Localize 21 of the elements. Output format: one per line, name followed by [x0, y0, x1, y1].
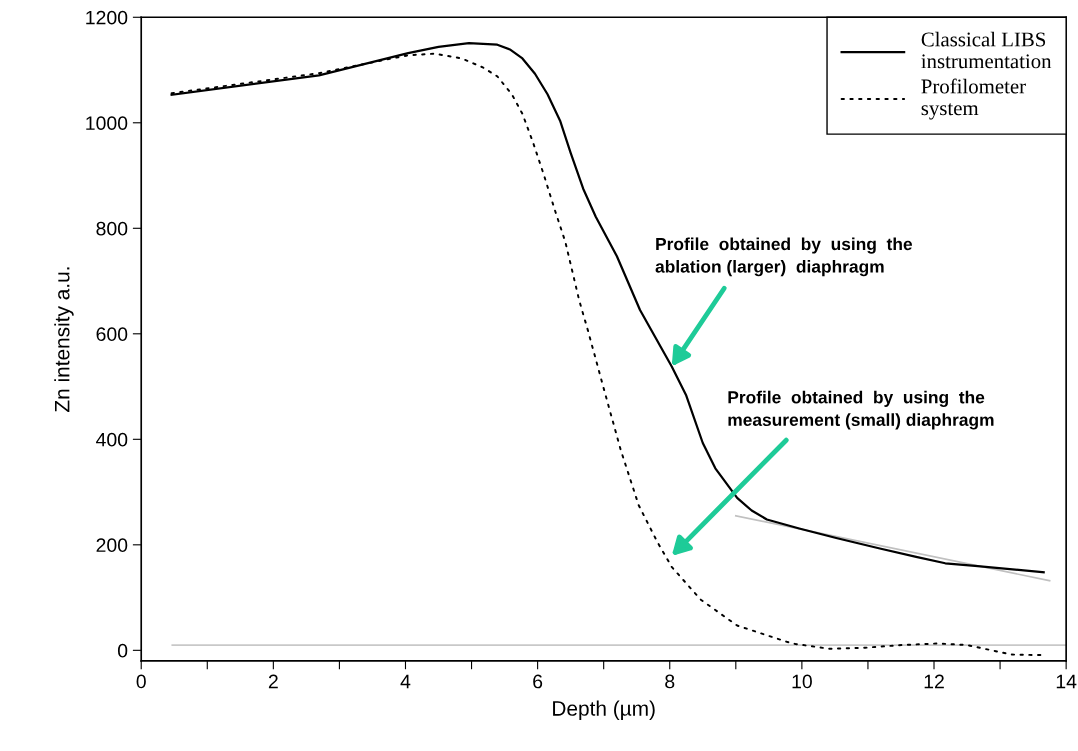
- x-tick-label: 8: [665, 674, 675, 689]
- annotation: Profile obtained by using the measurement (small) diaphragm: [728, 390, 994, 430]
- y-tick-label: 600: [96, 327, 128, 342]
- y-tick-label: 200: [96, 538, 128, 553]
- y-tick-label: 1200: [86, 10, 128, 25]
- y-tick-label: 0: [117, 643, 128, 658]
- x-tick-label: 14: [1056, 674, 1077, 689]
- x-tick-label: 12: [924, 674, 944, 689]
- y-tick-label: 400: [96, 432, 128, 447]
- annotation: Profile obtained by using the ablation (larger) diaphragm: [655, 237, 913, 277]
- x-tick-label: 0: [136, 674, 146, 689]
- x-tick-label: 4: [400, 674, 411, 689]
- x-axis-title: Depth (µm): [553, 700, 655, 720]
- y-tick-label: 800: [96, 221, 128, 236]
- x-tick-label: 10: [792, 674, 812, 689]
- y-axis-title: Zn intensity a.u.: [54, 267, 74, 412]
- x-tick-label: 2: [268, 674, 278, 689]
- x-tick-label: 6: [533, 674, 543, 689]
- y-tick-label: 1000: [86, 116, 128, 131]
- legend-label: Profilometer system: [921, 78, 1026, 120]
- legend-label: Classical LIBS instrumentation: [921, 31, 1052, 69]
